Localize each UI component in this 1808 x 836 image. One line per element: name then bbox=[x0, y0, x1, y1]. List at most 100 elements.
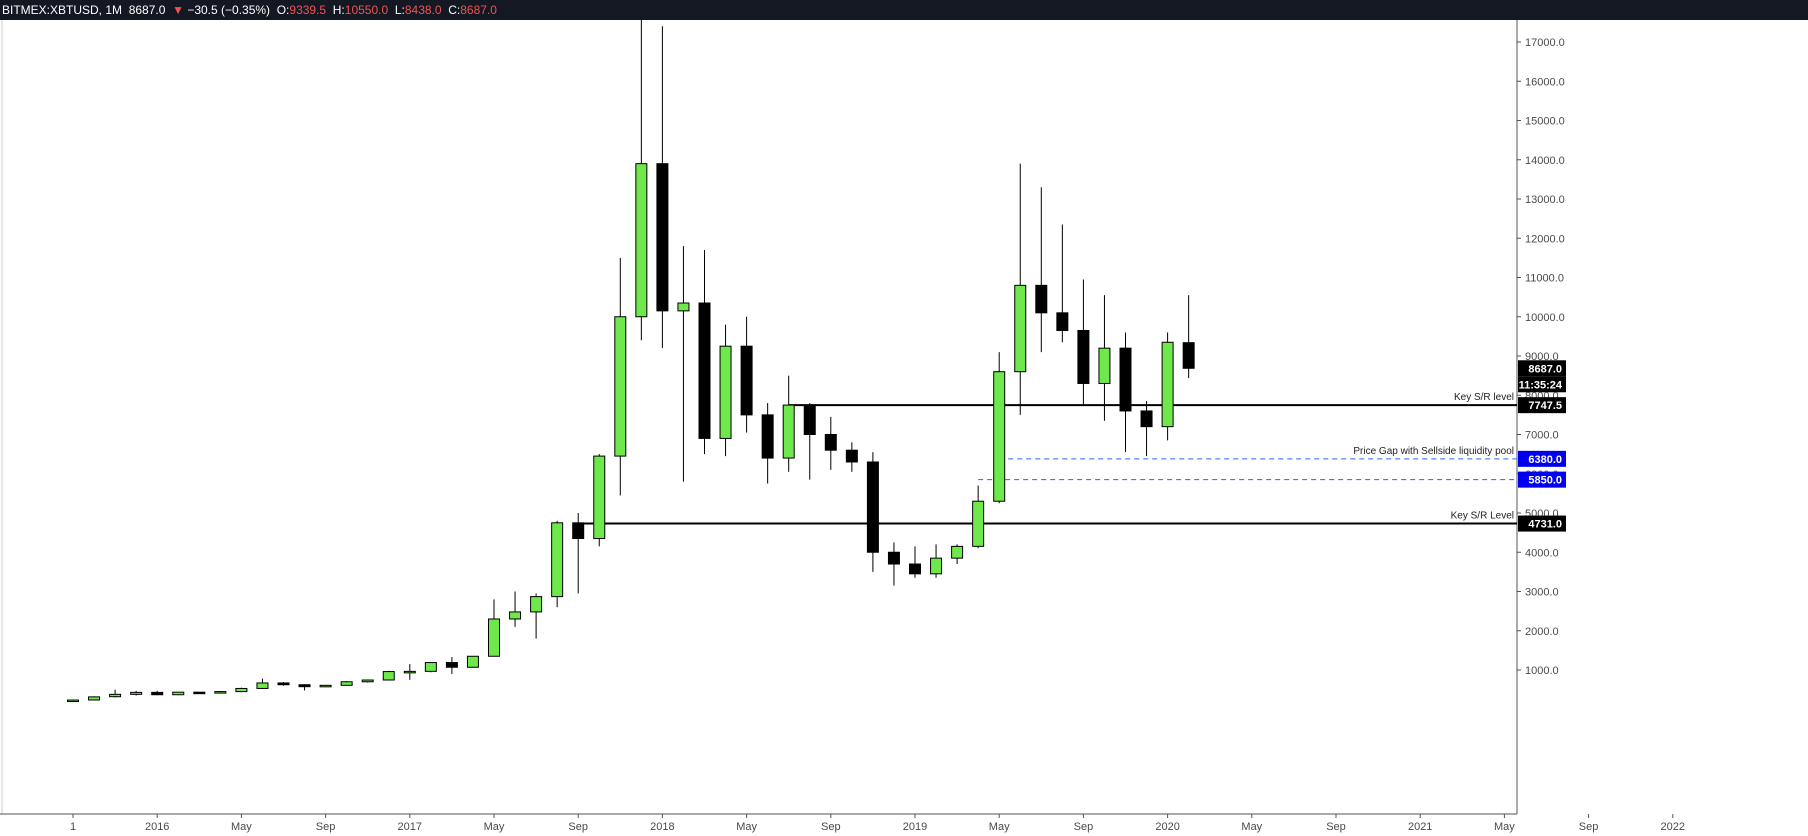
candle-body[interactable] bbox=[656, 163, 669, 312]
candle-body[interactable] bbox=[193, 691, 206, 695]
candle-body[interactable] bbox=[614, 316, 627, 457]
candle-body[interactable] bbox=[782, 404, 795, 459]
candle-body[interactable] bbox=[172, 691, 185, 696]
level-price-label: 4731.0 bbox=[1528, 519, 1562, 531]
candle-body[interactable] bbox=[256, 682, 269, 689]
candle-body[interactable] bbox=[530, 596, 543, 613]
x-tick-label: May bbox=[231, 821, 252, 833]
last-price: 8687.0 bbox=[128, 3, 166, 17]
price-change: −30.5 (−0.35%) bbox=[187, 3, 271, 17]
y-tick-label: 13000.0 bbox=[1525, 194, 1565, 206]
price-chart[interactable]: 1000.02000.03000.04000.05000.06000.07000… bbox=[0, 20, 1808, 836]
candle-body[interactable] bbox=[740, 345, 753, 416]
candle-body[interactable] bbox=[1077, 329, 1090, 384]
candle-body[interactable] bbox=[403, 670, 416, 674]
open-value: 9339.5 bbox=[289, 3, 327, 17]
low-label: L: bbox=[394, 3, 405, 17]
candle-body[interactable] bbox=[803, 404, 816, 435]
candle-body[interactable] bbox=[972, 500, 985, 547]
y-tick-label: 3000.0 bbox=[1525, 587, 1559, 599]
x-tick-label: Sep bbox=[568, 821, 588, 833]
candle-body[interactable] bbox=[761, 414, 774, 459]
x-tick-label: Sep bbox=[821, 821, 841, 833]
candle-body[interactable] bbox=[1035, 284, 1048, 314]
open-label: O: bbox=[276, 3, 290, 17]
candle-body[interactable] bbox=[866, 461, 879, 553]
candle-body[interactable] bbox=[635, 163, 648, 318]
level-annotation: Key S/R Level bbox=[1451, 511, 1514, 522]
high-value: 10550.0 bbox=[344, 3, 389, 17]
candle-body[interactable] bbox=[551, 522, 564, 598]
candle-body[interactable] bbox=[488, 618, 500, 657]
candle-body[interactable] bbox=[466, 655, 479, 668]
y-tick-label: 15000.0 bbox=[1525, 116, 1565, 128]
level-price-label: 6380.0 bbox=[1528, 454, 1562, 466]
x-tick-label: May bbox=[1494, 821, 1515, 833]
candle-body[interactable] bbox=[824, 434, 837, 451]
candle-body[interactable] bbox=[1161, 341, 1174, 428]
candle-body[interactable] bbox=[445, 662, 458, 668]
y-tick-label: 9000.0 bbox=[1525, 351, 1559, 363]
x-tick-label: May bbox=[736, 821, 757, 833]
last-price-tag bbox=[1518, 360, 1566, 377]
level-annotation: Price Gap with Sellside liquidity pool bbox=[1353, 446, 1514, 457]
candle-body[interactable] bbox=[214, 691, 227, 694]
x-tick-label: Sep bbox=[1326, 821, 1346, 833]
low-value: 8438.0 bbox=[404, 3, 442, 17]
level-annotation: Key S/R level bbox=[1454, 392, 1514, 403]
candle-body[interactable] bbox=[845, 449, 858, 463]
y-tick-label: 7000.0 bbox=[1525, 430, 1559, 442]
chart-header: BITMEX:XBTUSD, 1M 8687.0 ▼ −30.5 (−0.35%… bbox=[0, 0, 1808, 20]
candle-body[interactable] bbox=[593, 455, 606, 540]
x-tick-label: 1 bbox=[70, 821, 76, 833]
x-tick-label: Sep bbox=[1579, 821, 1599, 833]
x-tick-label: 2021 bbox=[1408, 821, 1432, 833]
x-tick-label: May bbox=[1241, 821, 1262, 833]
candle-body[interactable] bbox=[1119, 347, 1132, 412]
candle-body[interactable] bbox=[130, 691, 143, 695]
candle-body[interactable] bbox=[572, 522, 585, 540]
x-tick-label: Sep bbox=[316, 821, 336, 833]
candle-body[interactable] bbox=[298, 684, 311, 688]
candle-body[interactable] bbox=[1182, 342, 1195, 369]
candle-body[interactable] bbox=[677, 302, 690, 312]
candle-body[interactable] bbox=[277, 682, 290, 686]
candle-body[interactable] bbox=[1140, 410, 1153, 428]
candle-body[interactable] bbox=[509, 611, 522, 620]
candle-body[interactable] bbox=[88, 696, 101, 701]
candle-body[interactable] bbox=[930, 557, 943, 575]
candle-body[interactable] bbox=[719, 345, 732, 439]
candle-body[interactable] bbox=[1014, 284, 1027, 373]
level-price-label: 7747.5 bbox=[1528, 400, 1562, 412]
candle-body[interactable] bbox=[951, 545, 964, 559]
candle-body[interactable] bbox=[698, 302, 711, 439]
candle-body[interactable] bbox=[235, 687, 248, 693]
candle-body[interactable] bbox=[109, 693, 122, 698]
level-price-tag bbox=[1518, 450, 1566, 467]
candle-body[interactable] bbox=[993, 371, 1006, 502]
candle-body[interactable] bbox=[909, 563, 921, 575]
candle-body[interactable] bbox=[340, 681, 353, 686]
down-triangle-icon: ▼ bbox=[172, 3, 184, 17]
candle-body[interactable] bbox=[1098, 347, 1111, 384]
x-tick-label: May bbox=[484, 821, 505, 833]
level-price-tag bbox=[1518, 397, 1566, 414]
x-tick-label: 2017 bbox=[398, 821, 422, 833]
high-label: H: bbox=[332, 3, 345, 17]
candle-body[interactable] bbox=[1056, 312, 1069, 331]
candle-body[interactable] bbox=[319, 684, 332, 688]
y-tick-label: 16000.0 bbox=[1525, 76, 1565, 88]
candle-body[interactable] bbox=[887, 551, 900, 565]
last-price-label: 8687.0 bbox=[1528, 363, 1562, 375]
symbol-label[interactable]: BITMEX:XBTUSD, 1M bbox=[2, 3, 123, 17]
close-label: C: bbox=[448, 3, 461, 17]
x-tick-label: 2018 bbox=[650, 821, 674, 833]
countdown-label: 11:35:24 bbox=[1519, 379, 1563, 391]
candle-body[interactable] bbox=[382, 671, 395, 681]
candle-body[interactable] bbox=[67, 699, 79, 703]
candle-body[interactable] bbox=[151, 691, 164, 696]
candle-body[interactable] bbox=[424, 662, 437, 672]
candle-body[interactable] bbox=[361, 679, 374, 683]
x-tick-label: 2022 bbox=[1661, 821, 1685, 833]
y-tick-label: 12000.0 bbox=[1525, 233, 1565, 245]
